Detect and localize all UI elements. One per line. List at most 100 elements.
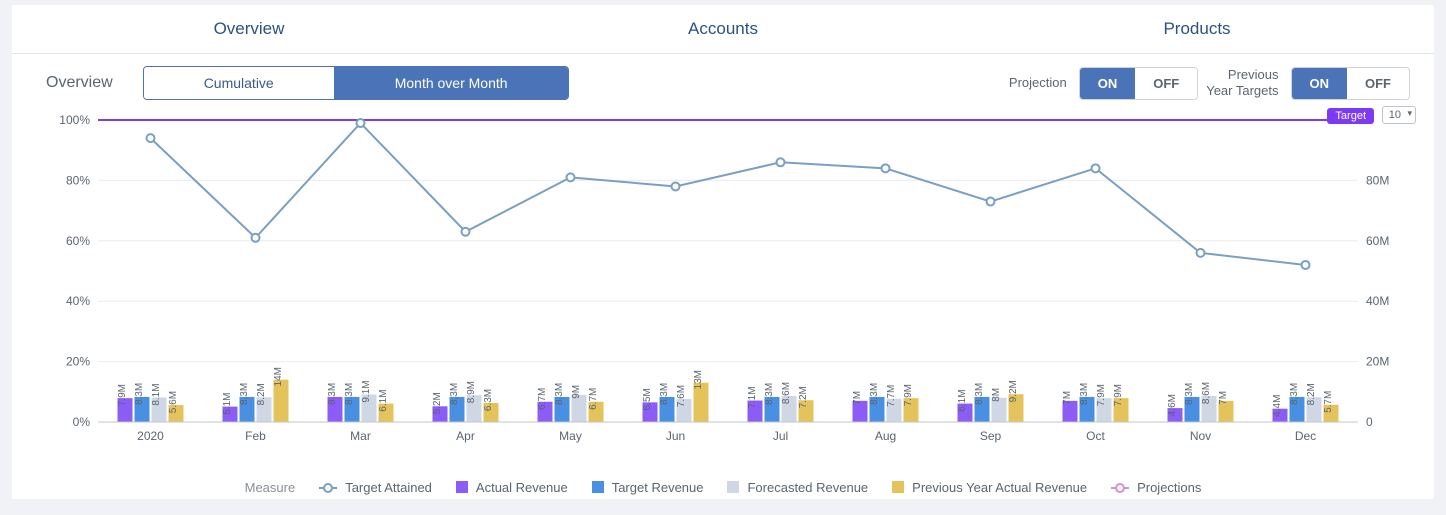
svg-text:9.2M: 9.2M [1008,380,1019,402]
svg-text:7.9M: 7.9M [1113,384,1124,406]
svg-text:8.6M: 8.6M [781,382,792,404]
svg-text:6.1M: 6.1M [957,389,968,411]
svg-text:Mar: Mar [350,429,371,443]
controls-bar: Overview Cumulative Month over Month Pro… [12,54,1434,104]
svg-text:20%: 20% [66,355,90,369]
svg-text:80%: 80% [66,173,90,187]
svg-text:13M: 13M [693,370,704,389]
legend-item[interactable]: Target Attained [311,480,432,495]
svg-text:8.3M: 8.3M [659,383,670,405]
svg-text:8.3M: 8.3M [1184,383,1195,405]
svg-text:8.2M: 8.2M [1306,383,1317,405]
projection-label: Projection [1009,75,1071,91]
svg-text:Feb: Feb [245,429,266,443]
svg-text:May: May [559,429,582,443]
svg-text:8.3M: 8.3M [764,383,775,405]
svg-text:7.6M: 7.6M [676,385,687,407]
svg-text:9.1M: 9.1M [361,380,372,402]
svg-text:2020: 2020 [137,429,164,443]
svg-text:8.3M: 8.3M [449,383,460,405]
svg-text:6.1M: 6.1M [378,389,389,411]
svg-text:7.9M: 7.9M [903,384,914,406]
projection-on[interactable]: ON [1080,68,1136,99]
svg-text:Nov: Nov [1190,429,1211,443]
svg-text:100%: 100% [59,113,90,127]
svg-text:7.7M: 7.7M [886,385,897,407]
svg-text:7M: 7M [852,391,863,405]
svg-text:8.6M: 8.6M [1201,382,1212,404]
svg-text:8.3M: 8.3M [1289,383,1300,405]
svg-text:8.3M: 8.3M [327,383,338,405]
svg-text:7.9M: 7.9M [117,384,128,406]
svg-text:0%: 0% [73,415,91,429]
svg-text:Oct: Oct [1086,429,1105,443]
revenue-chart: 0% 20% 40% 60% 80% 100% 0 20M 40M 60M 80M 7.9M 8.3M 8… [36,112,1410,472]
svg-text:6.5M: 6.5M [642,388,653,410]
sub-label: Overview [36,74,143,92]
legend-measure-label: Measure [245,480,296,495]
svg-text:60%: 60% [66,234,90,248]
pyt-on[interactable]: ON [1292,68,1348,99]
svg-text:5.2M: 5.2M [432,392,443,414]
seg-cumulative[interactable]: Cumulative [144,67,334,99]
svg-text:8.2M: 8.2M [256,383,267,405]
svg-text:5.7M: 5.7M [1323,391,1334,413]
pyt-label: PreviousYear Targets [1206,67,1282,98]
pyt-off[interactable]: OFF [1347,68,1409,99]
svg-text:40M: 40M [1366,294,1389,308]
svg-text:8.3M: 8.3M [134,383,145,405]
svg-text:7.2M: 7.2M [798,386,809,408]
svg-text:6.7M: 6.7M [537,388,548,410]
svg-text:8M: 8M [991,388,1002,402]
projection-off[interactable]: OFF [1135,68,1197,99]
svg-text:6.3M: 6.3M [483,389,494,411]
svg-text:8.3M: 8.3M [554,383,565,405]
svg-text:20M: 20M [1366,355,1389,369]
svg-text:Jun: Jun [666,429,685,443]
seg-mom[interactable]: Month over Month [334,67,568,99]
svg-text:6.7M: 6.7M [588,388,599,410]
legend-item[interactable]: Previous Year Actual Revenue [884,480,1087,495]
tab-accounts[interactable]: Accounts [486,5,960,53]
svg-text:8.3M: 8.3M [974,383,985,405]
svg-text:80M: 80M [1366,173,1389,187]
svg-text:8.3M: 8.3M [344,383,355,405]
svg-text:7.1M: 7.1M [747,386,758,408]
target-selector[interactable]: 10 [1382,106,1416,124]
legend: Measure Target Attained Actual Revenue Targ… [12,478,1434,499]
tab-overview[interactable]: Overview [12,5,486,53]
main-tabs: Overview Accounts Products [12,5,1434,54]
target-badge: Target [1327,108,1374,124]
svg-text:Jul: Jul [773,429,788,443]
svg-text:8.1M: 8.1M [151,383,162,405]
pyt-toggle: ON OFF [1291,67,1411,100]
svg-text:40%: 40% [66,294,90,308]
svg-text:14M: 14M [273,367,284,386]
svg-text:Aug: Aug [875,429,896,443]
svg-text:Dec: Dec [1295,429,1316,443]
svg-text:8.9M: 8.9M [466,381,477,403]
svg-text:7.9M: 7.9M [1096,384,1107,406]
svg-text:Sep: Sep [980,429,1002,443]
svg-text:8.3M: 8.3M [1079,383,1090,405]
svg-text:0: 0 [1366,415,1373,429]
svg-text:60M: 60M [1366,234,1389,248]
svg-text:Apr: Apr [456,429,475,443]
svg-text:5.1M: 5.1M [222,392,233,414]
svg-text:7M: 7M [1062,391,1073,405]
tab-products[interactable]: Products [960,5,1434,53]
legend-item[interactable]: Target Revenue [584,480,704,495]
svg-text:8.3M: 8.3M [869,383,880,405]
svg-text:4.6M: 4.6M [1167,394,1178,416]
svg-text:9M: 9M [571,385,582,399]
svg-text:7M: 7M [1218,391,1229,405]
legend-item[interactable]: Projections [1103,480,1201,495]
svg-text:4.4M: 4.4M [1272,395,1283,417]
projection-toggle: ON OFF [1079,67,1199,100]
svg-text:8.3M: 8.3M [239,383,250,405]
svg-text:5.6M: 5.6M [168,391,179,413]
legend-item[interactable]: Actual Revenue [448,480,568,495]
legend-item[interactable]: Forecasted Revenue [719,480,868,495]
view-segment: Cumulative Month over Month [143,66,569,100]
chart-area: Target 10 0% 20% 40% 60% 80% 100% 0 20M 40M 60M 80… [12,104,1434,478]
